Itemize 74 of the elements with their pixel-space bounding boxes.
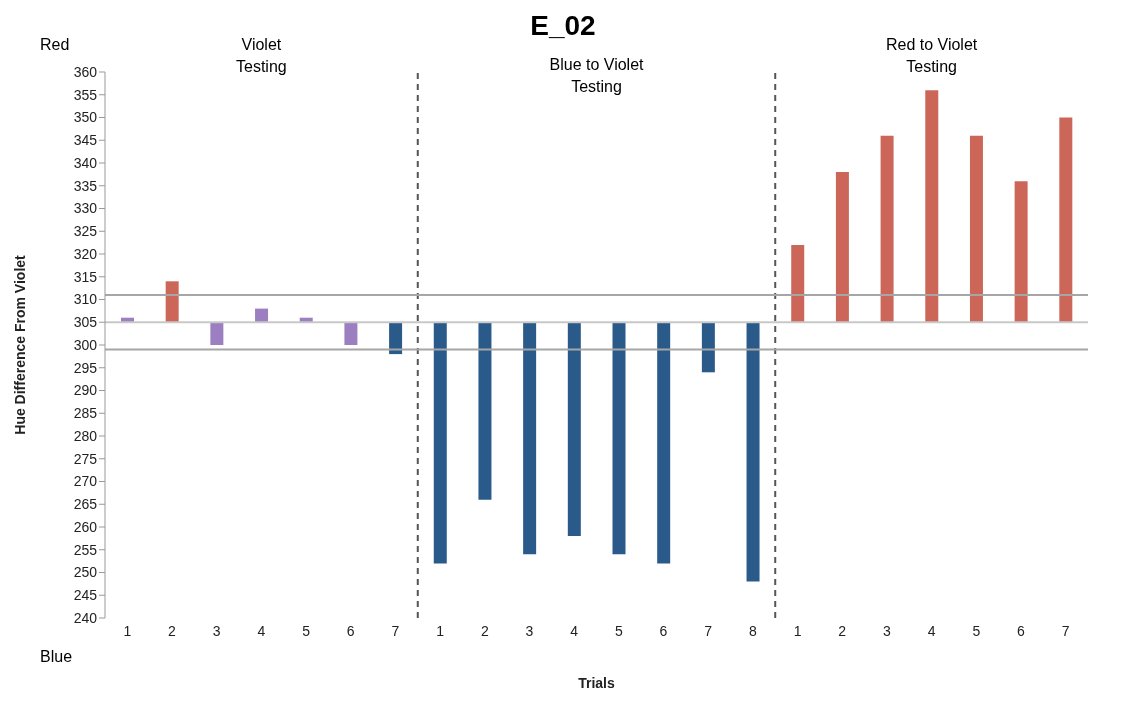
y-tick-label: 250 (73, 564, 98, 581)
x-tick-label: 5 (302, 622, 311, 639)
x-tick-label: 4 (927, 622, 936, 639)
y-tick-label: 320 (73, 245, 98, 262)
y-tick-label: 260 (73, 518, 98, 535)
x-tick-label: 4 (570, 622, 579, 639)
x-tick-label: 6 (1017, 622, 1026, 639)
x-tick-label: 2 (838, 622, 847, 639)
bar (344, 322, 358, 345)
y-tick-label: 360 (73, 63, 98, 80)
bar (880, 135, 894, 323)
x-tick-label: 2 (168, 622, 177, 639)
bar (612, 322, 626, 555)
bar (1059, 117, 1073, 323)
y-tick-label: 340 (73, 154, 98, 171)
y-tick-label: 350 (73, 109, 98, 126)
x-tick-label: 8 (748, 622, 757, 639)
chart-title: E_02 (530, 10, 596, 41)
y-tick-label: 310 (73, 291, 98, 308)
bar (523, 322, 537, 555)
annotation: Red to Violet Testing (884, 35, 979, 77)
y-tick-label: 290 (73, 382, 98, 399)
annotation: Blue to Violet Testing (548, 55, 645, 97)
bar (567, 322, 581, 537)
x-tick-label: 7 (1061, 622, 1070, 639)
x-tick-label: 6 (346, 622, 355, 639)
x-tick-label: 5 (972, 622, 981, 639)
bar (433, 322, 447, 564)
y-tick-label: 285 (73, 405, 98, 422)
y-tick-label: 305 (73, 314, 98, 331)
x-axis-title: Trials (578, 675, 615, 691)
y-axis-title: Hue Difference From Violet (11, 254, 28, 435)
y-tick-label: 300 (73, 336, 98, 353)
y-tick-label: 255 (73, 541, 98, 558)
x-tick-label: 1 (793, 622, 802, 639)
bar (835, 172, 849, 323)
y-tick-label: 275 (73, 450, 98, 467)
bar (969, 135, 983, 323)
x-tick-label: 6 (659, 622, 668, 639)
x-tick-label: 1 (123, 622, 132, 639)
annotation: Violet Testing (235, 35, 288, 77)
bar (657, 322, 671, 564)
x-tick-label: 2 (480, 622, 489, 639)
y-tick-label: 355 (73, 86, 98, 103)
text: Blue (40, 648, 73, 666)
y-tick-label: 270 (73, 473, 98, 490)
y-tick-label: 345 (73, 132, 98, 149)
x-tick-label: 1 (436, 622, 445, 639)
bar (165, 281, 179, 323)
y-tick-label: 330 (73, 200, 98, 217)
y-tick-label: 245 (73, 587, 98, 604)
x-tick-label: 5 (614, 622, 623, 639)
bar (389, 322, 403, 355)
x-tick-label: 3 (212, 622, 221, 639)
x-tick-label: 3 (525, 622, 534, 639)
y-tick-label: 295 (73, 359, 98, 376)
bar (746, 322, 760, 582)
bar (701, 322, 715, 373)
bar (1014, 181, 1028, 323)
x-tick-label: 7 (391, 622, 400, 639)
y-tick-label: 280 (73, 427, 98, 444)
x-tick-label: 7 (704, 622, 713, 639)
y-tick-label: 315 (73, 268, 98, 285)
x-tick-label: 3 (883, 622, 892, 639)
y-tick-label: 325 (73, 223, 98, 240)
bar (478, 322, 492, 500)
text: Red (40, 36, 70, 54)
bar (925, 90, 939, 323)
x-tick-label: 4 (257, 622, 266, 639)
bar (210, 322, 224, 345)
y-tick-label: 335 (73, 177, 98, 194)
bar (791, 244, 805, 323)
y-tick-label: 240 (73, 609, 98, 626)
y-tick-label: 265 (73, 496, 98, 513)
